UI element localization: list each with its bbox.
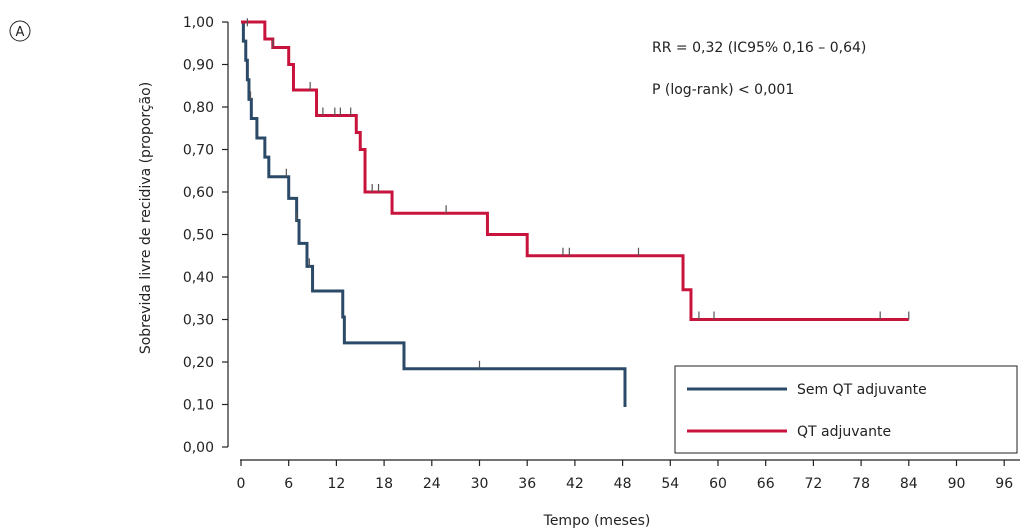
y-tick-label: 0,30 — [183, 313, 214, 329]
y-axis-label: Sobrevida livre de recidiva (proporção) — [138, 82, 154, 354]
x-tick-label: 72 — [804, 476, 822, 492]
panel-label-text: A — [16, 25, 25, 40]
hazard-ratio-annotation: RR = 0,32 (IC95% 0,16 – 0,64) — [652, 40, 866, 56]
x-tick-label: 24 — [423, 476, 441, 492]
x-tick-label: 90 — [948, 476, 966, 492]
y-tick-label: 0,00 — [183, 440, 214, 456]
legend-box — [674, 365, 1018, 454]
x-tick-label: 66 — [757, 476, 775, 492]
x-tick-label: 54 — [661, 476, 679, 492]
series-line-1 — [241, 20, 627, 408]
y-tick-label: 0,20 — [183, 355, 214, 371]
y-tick-label: 0,40 — [183, 270, 214, 286]
x-tick-label: 60 — [709, 476, 727, 492]
y-tick-label: 0,80 — [183, 100, 214, 116]
x-axis-label: Tempo (meses) — [543, 513, 651, 529]
y-ticks: 0,00 0,10 0,20 0,30 0,40 0,50 0,60 0,70 0,80 0,90… — [183, 15, 228, 456]
panel-label: A — [9, 20, 31, 42]
legend-label-sem-qt: Sem QT adjuvante — [797, 382, 927, 398]
x-tick-label: 0 — [237, 476, 246, 492]
series-line-2 — [241, 20, 909, 321]
x-tick-label: 36 — [518, 476, 536, 492]
y-tick-label: 0,50 — [183, 228, 214, 244]
x-tick-label: 48 — [614, 476, 632, 492]
x-tick-label: 18 — [375, 476, 393, 492]
x-tick-label: 84 — [900, 476, 918, 492]
x-tick-label: 12 — [327, 476, 345, 492]
y-tick-label: 0,10 — [183, 398, 214, 414]
legend-label-qt: QT adjuvante — [797, 424, 891, 440]
y-tick-label: 0,90 — [183, 58, 214, 74]
legend: Sem QT adjuvante QT adjuvante — [674, 365, 1018, 454]
y-tick-label: 0,60 — [183, 185, 214, 201]
x-tick-label: 30 — [471, 476, 489, 492]
y-tick-label: 0,70 — [183, 143, 214, 159]
y-tick-label: 1,00 — [183, 15, 214, 31]
x-tick-label: 96 — [995, 476, 1013, 492]
x-ticks: 0 6 12 18 24 30 36 42 48 54 60 66 72 78 84 90 96 — [237, 460, 1013, 492]
x-tick-label: 42 — [566, 476, 584, 492]
survival-curves — [241, 18, 910, 408]
log-rank-annotation: P (log-rank) < 0,001 — [652, 82, 794, 98]
x-tick-label: 78 — [852, 476, 870, 492]
x-tick-label: 6 — [284, 476, 293, 492]
